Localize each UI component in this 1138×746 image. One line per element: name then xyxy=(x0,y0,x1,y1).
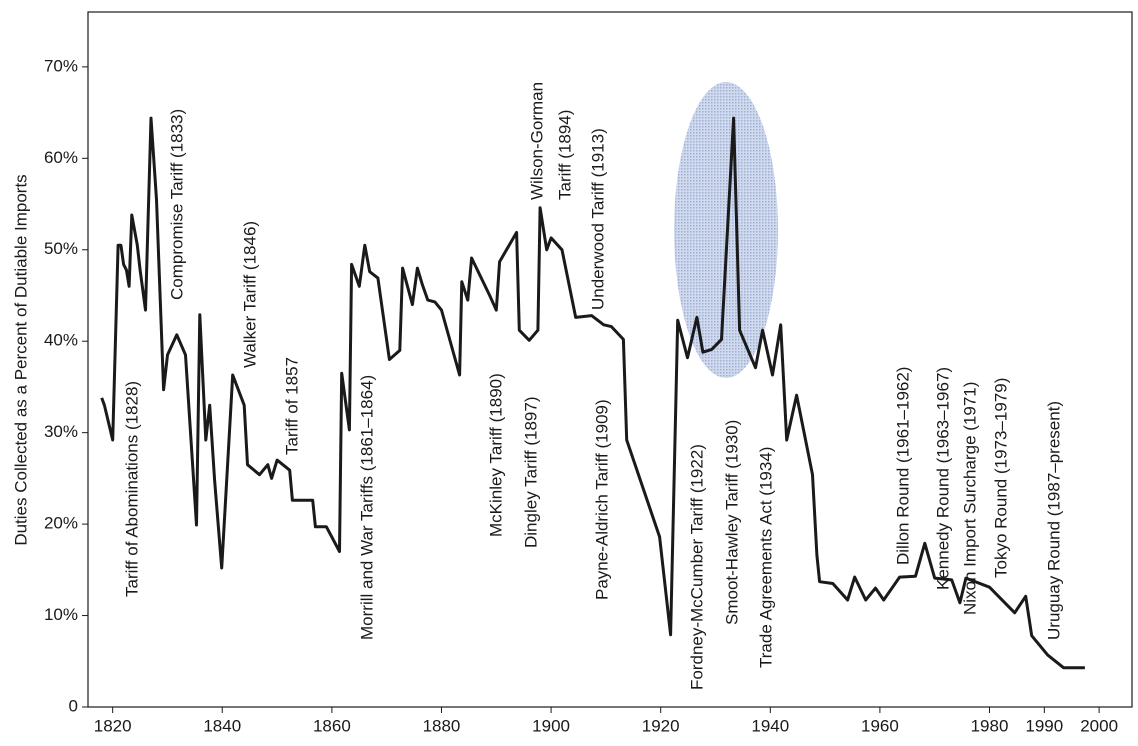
annotation: Fordney-McCumber Tariff (1922) xyxy=(687,444,706,690)
y-axis-label: Duties Collected as a Percent of Dutiabl… xyxy=(11,174,30,545)
annotation: Compromise Tariff (1833) xyxy=(167,109,186,300)
annotation: Underwood Tariff (1913) xyxy=(588,128,607,310)
annotation: Payne-Aldrich Tariff (1909) xyxy=(592,399,611,600)
y-tick-label: 0 xyxy=(69,696,78,715)
y-tick-label: 50% xyxy=(44,239,78,258)
annotation: Dingley Tariff (1897) xyxy=(521,396,540,548)
y-tick-label: 20% xyxy=(44,514,78,533)
x-tick-label: 2000 xyxy=(1080,716,1118,735)
annotation: Trade Agreements Act (1934) xyxy=(756,447,775,668)
x-tick-label: 1980 xyxy=(971,716,1009,735)
annotation: Tariff of Abominations (1828) xyxy=(122,381,141,597)
annotation: Nixon Import Surcharge (1971) xyxy=(960,382,979,615)
annotation: Kennedy Round (1963–1967) xyxy=(933,367,952,590)
x-tick-label: 1900 xyxy=(532,716,570,735)
x-tick-label: 1990 xyxy=(1025,716,1063,735)
y-tick-label: 30% xyxy=(44,422,78,441)
annotation: Wilson-Gorman xyxy=(527,82,546,200)
annotation: Tokyo Round (1973–1979) xyxy=(991,378,1010,578)
annotation: Walker Tariff (1846) xyxy=(240,221,259,368)
y-tick-label: 40% xyxy=(44,331,78,350)
annotation: Tariff (1894) xyxy=(555,110,574,200)
y-tick-label: 60% xyxy=(44,148,78,167)
x-tick-label: 1840 xyxy=(203,716,241,735)
x-tick-label: 1880 xyxy=(423,716,461,735)
annotation: Morrill and War Tariffs (1861–1864) xyxy=(357,375,376,640)
annotation: Smoot-Hawley Tariff (1930) xyxy=(722,420,741,625)
annotation: McKinley Tariff (1890) xyxy=(486,373,505,537)
plot-frame xyxy=(87,11,1133,708)
x-tick-label: 1940 xyxy=(751,716,789,735)
data-line xyxy=(100,116,1085,670)
x-tick-label: 1860 xyxy=(313,716,351,735)
y-tick-label: 70% xyxy=(44,56,78,75)
annotation: Dillon Round (1961–1962) xyxy=(893,367,912,565)
x-tick-label: 1960 xyxy=(861,716,899,735)
annotation: Tariff of 1857 xyxy=(282,357,301,455)
x-tick-label: 1920 xyxy=(642,716,680,735)
x-tick-label: 1820 xyxy=(94,716,132,735)
annotation: Uruguay Round (1987–present) xyxy=(1044,401,1063,640)
y-tick-label: 10% xyxy=(44,605,78,624)
